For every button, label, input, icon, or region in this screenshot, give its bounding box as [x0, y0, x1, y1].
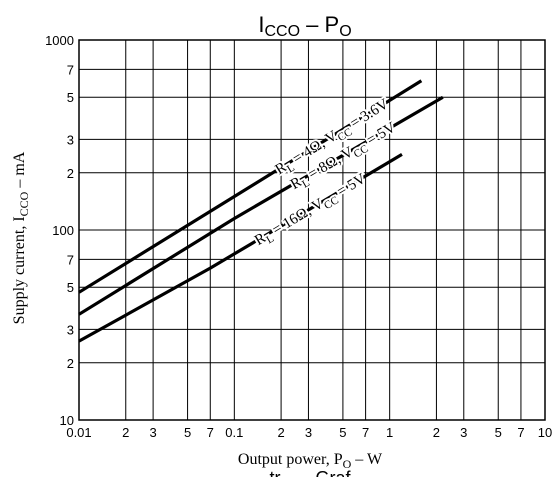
x-tick-label: 7	[362, 425, 369, 440]
y-axis-label-main: Supply current, I	[11, 216, 28, 324]
series-label-part: = 16Ω, V	[267, 196, 327, 241]
y-tick-label: 100	[52, 223, 74, 238]
y-tick-label: 5	[67, 280, 74, 295]
series-line-2	[78, 95, 444, 316]
x-tick-label: 3	[149, 425, 156, 440]
x-tick-label: 1	[386, 425, 393, 440]
x-axis-label: Output power, PO – W	[238, 451, 383, 471]
x-tick-label: 7	[517, 425, 524, 440]
y-tick-label: 3	[67, 322, 74, 337]
series-line-1	[78, 79, 423, 294]
title-i: I	[258, 12, 264, 37]
x-axis-label-subscript: O	[343, 457, 352, 471]
y-axis-label-subscript: CCO	[17, 191, 31, 216]
series-line-3	[78, 153, 403, 343]
x-tick-label: 3	[460, 425, 467, 440]
x-tick-label: 3	[305, 425, 312, 440]
series-label-part: = 5V	[331, 171, 369, 202]
y-tick-label: 2	[67, 166, 74, 181]
x-tick-label: 0.01	[66, 425, 91, 440]
plot-frame	[78, 39, 546, 421]
x-tick-label: 5	[495, 425, 502, 440]
y-tick-label: 10	[60, 413, 74, 428]
x-tick-label: 2	[433, 425, 440, 440]
x-axis-label-unit: – W	[351, 451, 383, 468]
grid	[78, 39, 546, 421]
x-tick-label: 5	[184, 425, 191, 440]
title-i-subscript: CCO	[264, 23, 300, 40]
y-tick-label: 2	[67, 356, 74, 371]
x-tick-label: 10	[538, 425, 552, 440]
x-tick-label: 7	[207, 425, 214, 440]
bottom-text-fragment: tr Graf	[269, 468, 351, 477]
x-axis-label-main: Output power, P	[238, 451, 343, 468]
chart-title: ICCO – PO	[258, 12, 351, 40]
x-tick-label: 0.1	[225, 425, 243, 440]
title-separator: –	[300, 12, 324, 37]
x-tick-label: 2	[277, 425, 284, 440]
title-p-subscript: O	[339, 23, 351, 40]
x-tick-label: 5	[339, 425, 346, 440]
x-tick-label: 2	[122, 425, 129, 440]
y-axis-label-unit: – mA	[11, 151, 28, 191]
y-tick-label: 7	[67, 62, 74, 77]
y-axis-label: Supply current, ICCO – mA	[11, 151, 31, 324]
y-tick-label: 5	[67, 90, 74, 105]
y-tick-label: 1000	[45, 33, 74, 48]
y-tick-label: 7	[67, 252, 74, 267]
y-tick-label: 3	[67, 132, 74, 147]
title-p: P	[325, 12, 340, 37]
